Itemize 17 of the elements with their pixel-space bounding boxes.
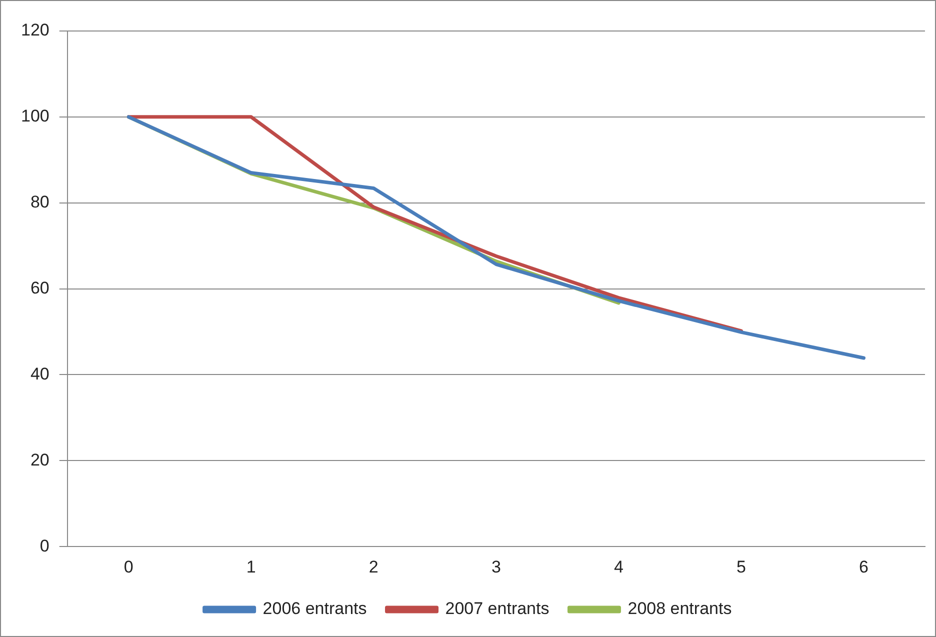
y-tick-label: 80 — [30, 192, 50, 212]
x-tick-label: 2 — [368, 557, 378, 576]
x-tick-label: 4 — [614, 557, 624, 576]
y-tick-label: 20 — [30, 450, 50, 470]
legend-label: 2006 entrants — [262, 599, 367, 618]
x-tick-label: 5 — [736, 557, 746, 576]
x-tick-label: 1 — [246, 557, 256, 576]
y-tick-label: 120 — [20, 20, 50, 40]
y-tick-label: 100 — [20, 106, 50, 126]
y-tick-label: 40 — [30, 364, 50, 384]
legend-label: 2008 entrants — [628, 599, 732, 618]
y-tick-label: 60 — [30, 278, 50, 298]
x-tick-label: 6 — [859, 557, 868, 576]
x-tick-label: 3 — [491, 557, 501, 576]
x-tick-label: 0 — [124, 557, 134, 576]
legend-label: 2007 entrants — [445, 599, 550, 618]
y-tick-label: 0 — [40, 536, 50, 556]
